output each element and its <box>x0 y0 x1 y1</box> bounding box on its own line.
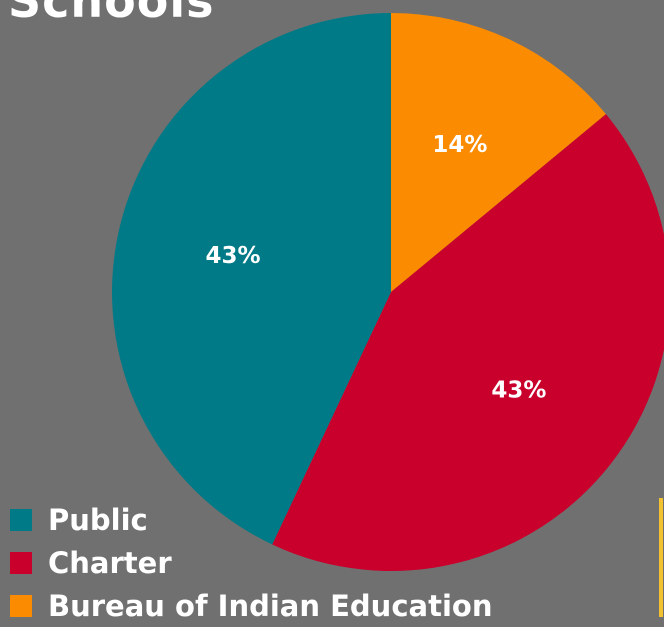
legend-label-bureau-of-indian-education: Bureau of Indian Education <box>48 588 493 623</box>
pie-slice-public <box>112 13 392 545</box>
legend-label-public: Public <box>48 502 148 537</box>
legend-swatch-public <box>10 508 32 531</box>
pie-slice-charter <box>272 114 664 571</box>
legend-item-public: Public <box>10 498 492 541</box>
accent-bar <box>659 498 663 617</box>
legend-item-charter: Charter <box>10 541 492 584</box>
slice-label-bureau-of-indian-education: 14% <box>432 132 487 158</box>
pie-slice-bureau-of-indian-education <box>391 13 606 292</box>
legend-item-bureau-of-indian-education: Bureau of Indian Education <box>10 584 492 627</box>
chart-title: Schools <box>8 0 215 28</box>
legend-label-charter: Charter <box>48 545 172 580</box>
legend-swatch-charter <box>10 551 32 574</box>
legend-swatch-bureau-of-indian-education <box>10 594 32 617</box>
slice-label-public: 43% <box>206 243 261 269</box>
slice-label-charter: 43% <box>491 378 546 404</box>
legend: Public Charter Bureau of Indian Educatio… <box>10 498 492 627</box>
